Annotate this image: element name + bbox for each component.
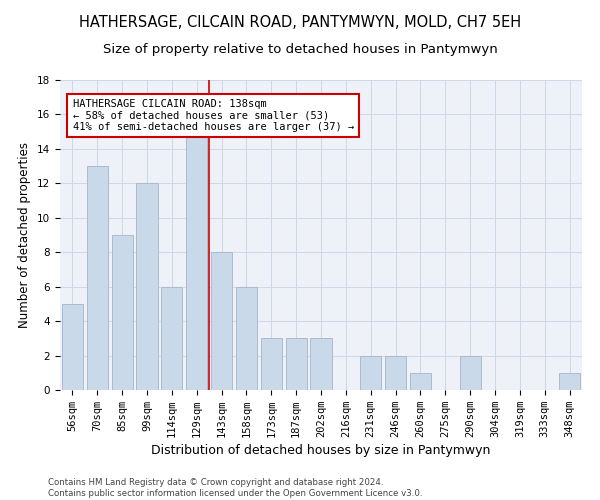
- Bar: [62, 304, 83, 390]
- Bar: [186, 132, 207, 390]
- Bar: [460, 356, 481, 390]
- Bar: [286, 338, 307, 390]
- Text: HATHERSAGE, CILCAIN ROAD, PANTYMWYN, MOLD, CH7 5EH: HATHERSAGE, CILCAIN ROAD, PANTYMWYN, MOL…: [79, 15, 521, 30]
- Bar: [136, 184, 158, 390]
- Bar: [410, 373, 431, 390]
- Text: HATHERSAGE CILCAIN ROAD: 138sqm
← 58% of detached houses are smaller (53)
41% of: HATHERSAGE CILCAIN ROAD: 138sqm ← 58% of…: [73, 99, 354, 132]
- Bar: [559, 373, 580, 390]
- Bar: [236, 286, 257, 390]
- Text: Size of property relative to detached houses in Pantymwyn: Size of property relative to detached ho…: [103, 42, 497, 56]
- Bar: [112, 235, 133, 390]
- Text: Contains HM Land Registry data © Crown copyright and database right 2024.
Contai: Contains HM Land Registry data © Crown c…: [48, 478, 422, 498]
- X-axis label: Distribution of detached houses by size in Pantymwyn: Distribution of detached houses by size …: [151, 444, 491, 457]
- Bar: [261, 338, 282, 390]
- Bar: [211, 252, 232, 390]
- Bar: [161, 286, 182, 390]
- Y-axis label: Number of detached properties: Number of detached properties: [19, 142, 31, 328]
- Bar: [310, 338, 332, 390]
- Bar: [360, 356, 381, 390]
- Bar: [385, 356, 406, 390]
- Bar: [87, 166, 108, 390]
